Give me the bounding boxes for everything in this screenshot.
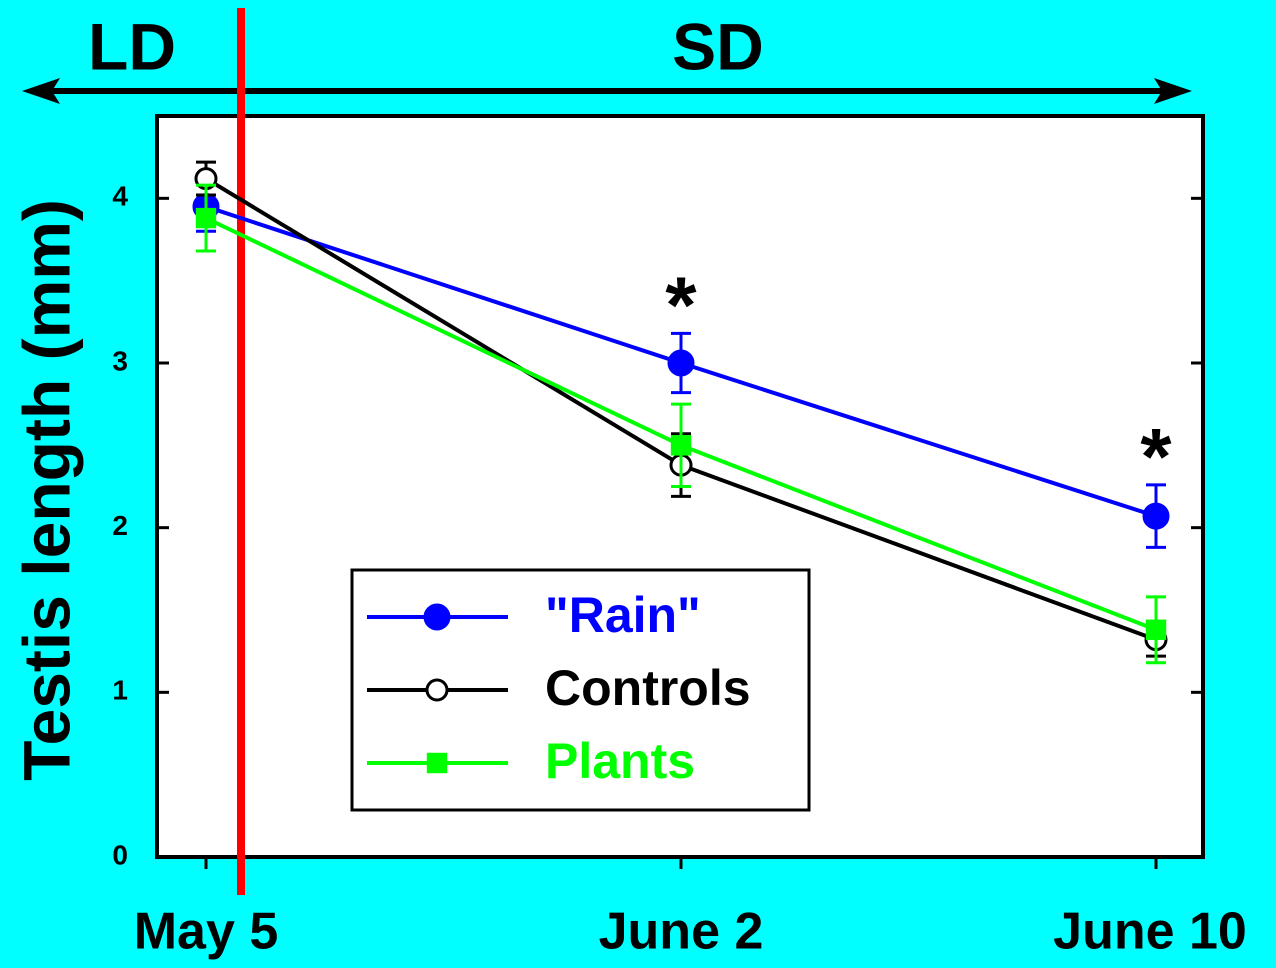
y-tick-label: 2 xyxy=(112,510,128,541)
y-tick-label: 3 xyxy=(112,345,128,376)
marker xyxy=(195,207,217,229)
marker xyxy=(670,435,692,456)
marker xyxy=(667,349,695,377)
legend-label: Plants xyxy=(545,733,695,789)
annotation: * xyxy=(665,260,697,349)
marker xyxy=(1142,502,1170,530)
x-tick-label: June 10 xyxy=(1053,903,1247,961)
arrow-head xyxy=(1154,78,1192,104)
legend-label: "Rain" xyxy=(545,587,701,643)
period-label: SD xyxy=(672,9,764,83)
arrow-head xyxy=(22,78,60,104)
y-tick-label: 0 xyxy=(112,839,128,870)
legend-label: Controls xyxy=(545,660,751,716)
marker xyxy=(426,752,448,774)
marker xyxy=(423,603,451,631)
y-axis-label: Testis length (mm) xyxy=(9,199,83,781)
y-tick-label: 1 xyxy=(112,675,128,706)
period-label: LD xyxy=(88,9,176,83)
x-tick-label: May 5 xyxy=(134,903,279,961)
marker xyxy=(425,678,449,702)
y-tick-label: 4 xyxy=(112,181,128,212)
annotation: * xyxy=(1140,412,1172,501)
marker xyxy=(1145,619,1167,640)
x-tick-label: June 2 xyxy=(599,903,764,961)
